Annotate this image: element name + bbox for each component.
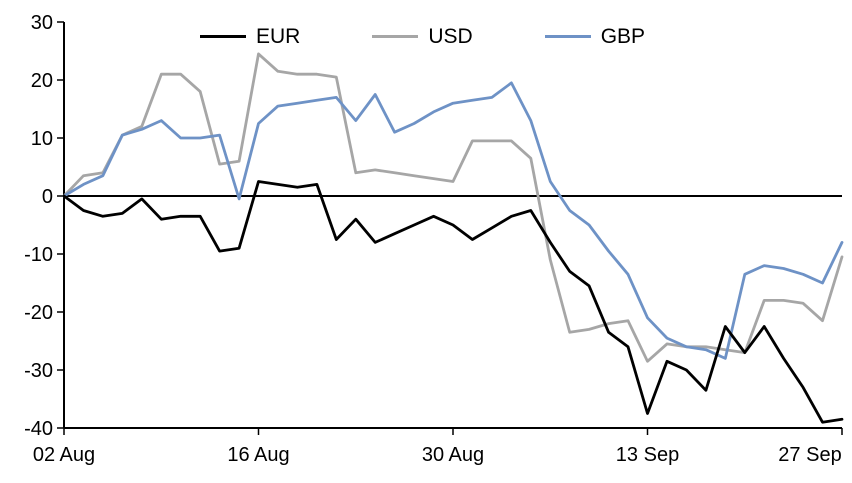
legend-item-usd: USD — [372, 25, 473, 48]
y-tick-label: -10 — [24, 244, 53, 266]
y-tick-label: 0 — [42, 186, 53, 208]
y-tick-label: -30 — [24, 360, 53, 382]
x-tick-label: 30 Aug — [422, 444, 484, 466]
x-tick-label: 16 Aug — [227, 444, 289, 466]
legend-line-swatch-gbp — [544, 35, 591, 38]
y-tick-label: 10 — [31, 128, 53, 150]
legend-line-swatch-usd — [372, 35, 419, 38]
y-tick-label: 20 — [31, 70, 53, 92]
y-tick-label: -20 — [24, 302, 53, 324]
legend-item-eur: EUR — [200, 26, 300, 47]
x-tick-label: 13 Sep — [616, 444, 679, 466]
legend-line-swatch-eur — [200, 35, 246, 38]
legend-item-gbp: GBP — [544, 25, 646, 48]
legend-label-usd: USD — [428, 25, 473, 48]
series-line-eur — [62, 180, 844, 424]
legend-label-gbp: GBP — [600, 25, 646, 48]
chart-legend: EUR USD GBP — [200, 26, 645, 47]
series-line-usd — [62, 52, 844, 363]
x-tick-label: 27 Sep — [778, 444, 841, 466]
series-line-gbp — [62, 81, 844, 360]
y-tick-label: -40 — [24, 418, 53, 440]
x-tick-label: 02 Aug — [33, 444, 95, 466]
legend-label-eur: EUR — [256, 25, 301, 48]
y-tick-label: 30 — [31, 12, 53, 34]
